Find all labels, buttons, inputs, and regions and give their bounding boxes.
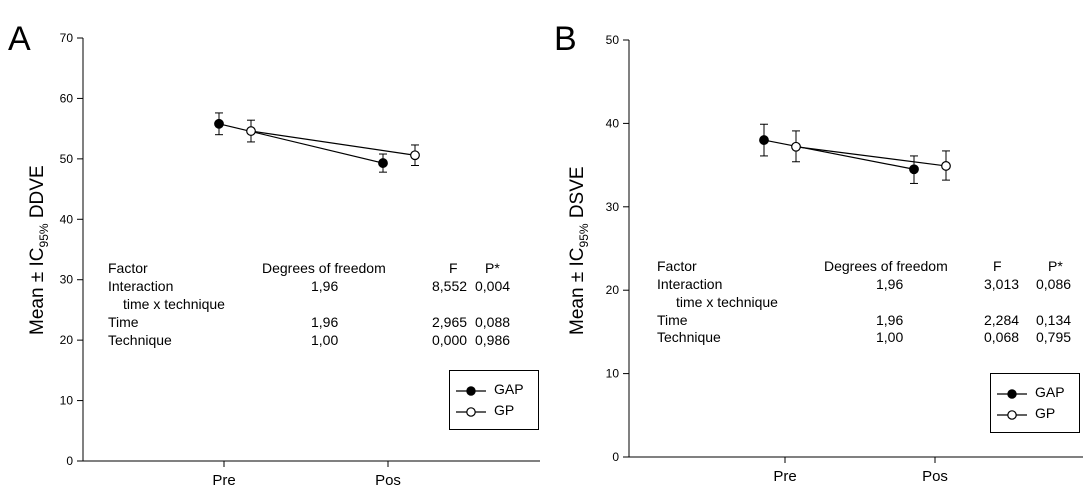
data-point-filled (378, 158, 388, 168)
data-point-open (410, 150, 420, 161)
stats-header-factor: Factor (108, 260, 148, 276)
y-tick-label: 10 (60, 394, 74, 408)
y-tick-label: 70 (60, 31, 74, 45)
data-point-filled (214, 118, 224, 129)
stats-row-p: 0,795 (1036, 329, 1072, 345)
stats-row-p: 0,134 (1036, 312, 1072, 328)
legend: GAP GP (449, 370, 539, 430)
stats-row-factor: Time (108, 314, 139, 330)
stats-row-f: 2,284 (984, 312, 1020, 328)
y-tick-label: 0 (612, 450, 619, 464)
data-point-filled (759, 135, 769, 145)
stats-row-f: 8,552 (432, 278, 468, 294)
legend-label: GAP (1035, 384, 1065, 400)
open-circle-marker-icon (456, 407, 486, 417)
stats-row-p: 0,004 (475, 278, 511, 294)
chart-svg: 0 10 20 30 40 50 Pre Pos (606, 33, 1083, 485)
x-tick-label: Pre (773, 468, 796, 485)
series-line (763, 139, 915, 170)
y-tick-label: 50 (606, 33, 620, 47)
stats-row-f: 3,013 (984, 276, 1020, 292)
stats-header-df: Degrees of freedom (824, 258, 948, 274)
y-tick-label: 60 (60, 91, 74, 105)
stats-header-p: P* (1048, 258, 1063, 274)
data-point-open (941, 161, 951, 171)
data-point-open (791, 141, 801, 152)
legend-item-gp: GP (450, 401, 538, 421)
legend-item-gap: GAP (450, 380, 538, 400)
stats-row-factor: Interaction (108, 278, 174, 294)
panel-label: A (8, 20, 31, 58)
x-tick-label: Pos (922, 468, 948, 485)
stats-row-factor: Time (657, 312, 688, 328)
legend-item-gp: GP (991, 404, 1079, 424)
panel-label: B (554, 20, 577, 58)
open-circle-marker-icon (997, 410, 1027, 420)
series-line (795, 146, 947, 167)
stats-row-df: 1,00 (311, 332, 339, 348)
x-tick-label: Pos (375, 472, 401, 489)
stats-row-f: 0,000 (432, 332, 468, 348)
y-tick-label: 0 (66, 454, 73, 468)
stats-row-p: 0,086 (1036, 276, 1072, 292)
series-line (218, 123, 384, 164)
stats-row-p: 0,088 (475, 314, 511, 330)
stats-row-factor: Technique (108, 332, 172, 348)
y-tick-label: 40 (60, 212, 74, 226)
chart-panel-a: A Mean ± IC95% DDVE 0 10 20 30 40 50 60 70 Pre Po… (0, 0, 543, 491)
filled-circle-marker-icon (456, 386, 486, 396)
y-tick-label: 50 (60, 152, 74, 166)
filled-circle-marker-icon (997, 389, 1027, 399)
stats-row-df: 1,96 (876, 276, 904, 292)
stats-row-factor-cont: time x technique (676, 294, 778, 310)
stats-row-df: 1,00 (876, 329, 904, 345)
legend-label: GAP (494, 381, 524, 397)
legend-label: GP (494, 402, 515, 418)
y-tick-label: 10 (606, 367, 620, 381)
stats-header-f: F (993, 258, 1002, 274)
stats-row-df: 1,96 (876, 312, 904, 328)
x-tick-label: Pre (212, 472, 235, 489)
stats-header-p: P* (485, 260, 500, 276)
chart-panel-b: B Mean ± IC95% DSVE 0 10 20 30 40 50 Pre Pos Fa… (543, 0, 1087, 491)
data-point-open (246, 126, 256, 136)
stats-header-df: Degrees of freedom (262, 260, 386, 276)
y-tick-label: 30 (60, 273, 74, 287)
stats-header-factor: Factor (657, 258, 697, 274)
stats-row-factor-cont: time x technique (123, 296, 225, 312)
y-tick-label: 30 (606, 200, 620, 214)
stats-row-df: 1,96 (311, 314, 339, 330)
stats-row-df: 1,96 (311, 278, 339, 294)
chart-svg: 0 10 20 30 40 50 60 70 Pre Pos (60, 31, 540, 489)
legend-item-gap: GAP (991, 383, 1079, 403)
stats-row-f: 2,965 (432, 314, 468, 330)
legend-label: GP (1035, 405, 1056, 421)
y-tick-label: 20 (60, 333, 74, 347)
stats-header-f: F (449, 260, 458, 276)
legend: GAP GP (990, 373, 1080, 433)
stats-row-p: 0,986 (475, 332, 511, 348)
data-point-filled (909, 164, 919, 175)
stats-row-factor: Technique (657, 329, 721, 345)
y-tick-label: 40 (606, 116, 620, 130)
stats-row-f: 0,068 (984, 329, 1020, 345)
series-line (250, 130, 416, 156)
y-tick-label: 20 (606, 283, 620, 297)
stats-row-factor: Interaction (657, 276, 723, 292)
